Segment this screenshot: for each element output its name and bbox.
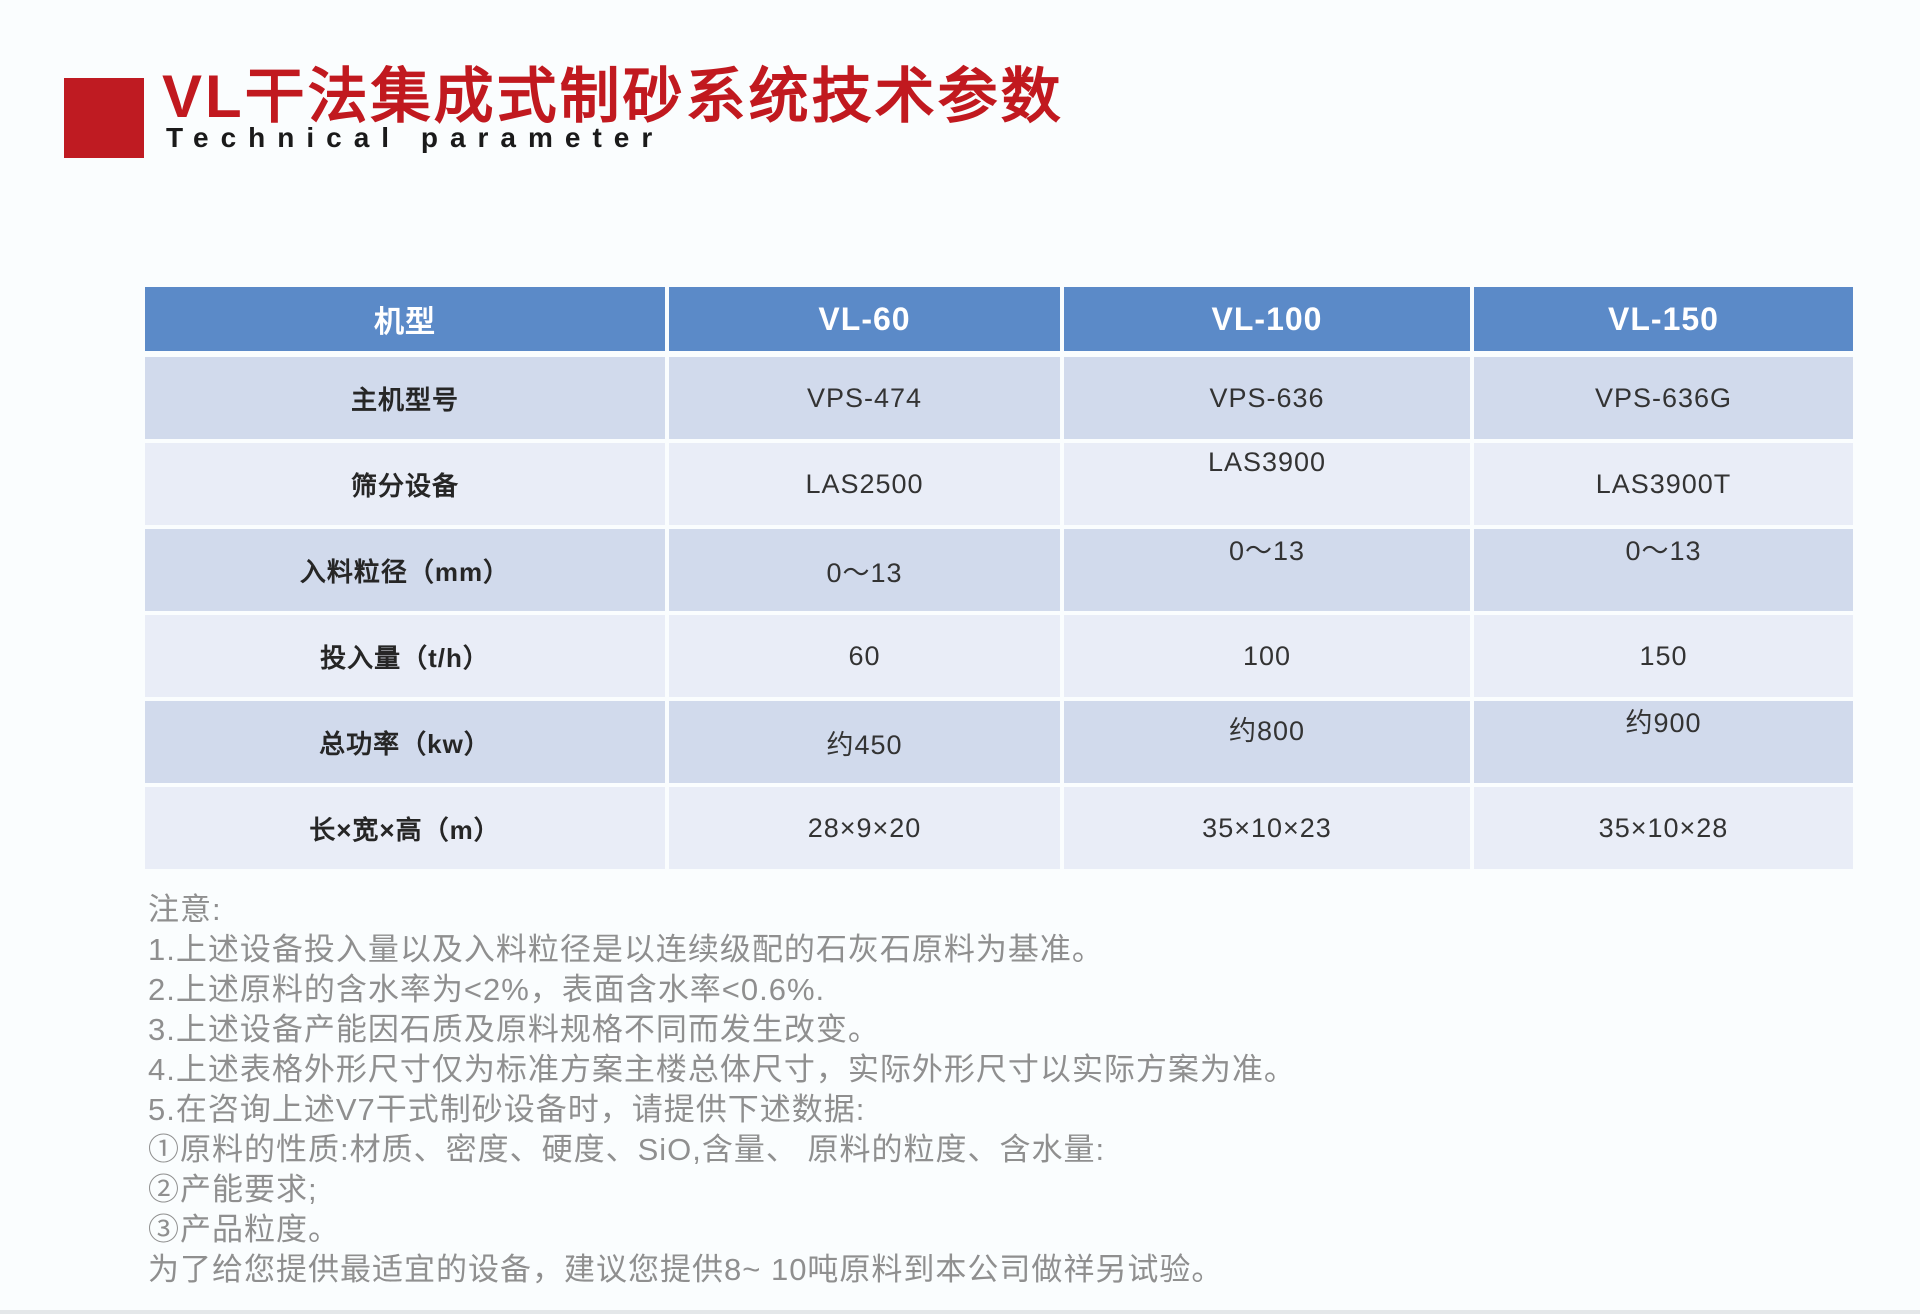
cell-text: 0～13 [1625, 535, 1702, 566]
parameters-table: 机型 VL-60 VL-100 VL-150 主机型号 VPS-474 VPS-… [145, 287, 1853, 869]
table-cell: VPS-636 [1064, 357, 1470, 439]
table-header-row: 机型 VL-60 VL-100 VL-150 [145, 287, 1853, 351]
page-title: VL干法集成式制砂系统技术参数 [162, 63, 1064, 130]
row-label: 入料粒径（mm） [145, 529, 665, 611]
note-line: 1.上述设备投入量以及入料粒径是以连续级配的石灰石原料为基准。 [148, 932, 1104, 967]
row-label-text: 投入量（t/h） [320, 642, 490, 673]
table-cell: LAS2500 [669, 443, 1060, 525]
cell-text: 约800 [1228, 715, 1306, 746]
table-cell: 150 [1474, 615, 1853, 697]
row-label: 总功率（kw） [145, 701, 665, 783]
table-cell: 0～13 [1474, 529, 1853, 611]
table-cell: 0～13 [669, 529, 1060, 611]
header-label: VL-100 [1211, 300, 1323, 337]
table-cell: 约450 [669, 701, 1060, 783]
row-label: 筛分设备 [145, 443, 665, 525]
table-row-input-capacity: 投入量（t/h） 60 100 150 [145, 615, 1853, 697]
table-cell: 35×10×23 [1064, 787, 1470, 869]
table-cell: 0～13 [1064, 529, 1470, 611]
table-cell: 100 [1064, 615, 1470, 697]
note-line: 为了给您提供最适宜的设备，建议您提供8~ 10吨原料到本公司做祥另试验。 [148, 1252, 1224, 1287]
row-label: 长×宽×高（m） [145, 787, 665, 869]
cell-text: VPS-474 [806, 382, 923, 413]
note-line: ②产能要求; [148, 1172, 318, 1207]
row-label-text: 长×宽×高（m） [309, 814, 501, 845]
note-line: 4.上述表格外形尺寸仅为标准方案主楼总体尺寸，实际外形尺寸以实际方案为准。 [148, 1052, 1296, 1087]
cell-text: 150 [1639, 640, 1688, 671]
cell-text: VPS-636 [1209, 382, 1325, 413]
row-label-text: 入料粒径（mm） [299, 556, 511, 587]
cell-text: 60 [848, 640, 881, 671]
cell-text: LAS2500 [805, 468, 924, 499]
note-line: 3.上述设备产能因石质及原料规格不同而发生改变。 [148, 1012, 880, 1047]
table-header-vl60: VL-60 [669, 287, 1060, 351]
title-accent-square [64, 78, 144, 158]
note-line: ③产品粒度。 [148, 1212, 340, 1247]
table-cell: 约800 [1064, 701, 1470, 783]
table-row-host-model: 主机型号 VPS-474 VPS-636 VPS-636G [145, 357, 1853, 439]
note-line: 5.在咨询上述V7干式制砂设备时，请提供下述数据: [148, 1092, 866, 1127]
table-header-vl100: VL-100 [1064, 287, 1470, 351]
cell-text: 100 [1242, 640, 1292, 671]
table-row-feed-size: 入料粒径（mm） 0～13 0～13 0～13 [145, 529, 1853, 611]
table-cell: 28×9×20 [669, 787, 1060, 869]
cell-text: 0～13 [826, 557, 903, 588]
cell-text: 约450 [826, 729, 903, 760]
cell-text: 28×9×20 [807, 812, 922, 843]
note-line: ①原料的性质:材质、密度、硬度、SiO,含量、 原料的粒度、含水量: [148, 1132, 1106, 1167]
table-header-vl150: VL-150 [1474, 287, 1853, 351]
page-subtitle: Technical parameter [166, 122, 665, 153]
row-label: 主机型号 [145, 357, 665, 439]
table-row-screening-equipment: 筛分设备 LAS2500 LAS3900 LAS3900T [145, 443, 1853, 525]
header-label: 机型 [374, 306, 436, 339]
table-cell: VPS-636G [1474, 357, 1853, 439]
cell-text: VPS-636G [1594, 382, 1733, 413]
cell-text: 35×10×28 [1598, 812, 1729, 843]
row-label-text: 筛分设备 [350, 470, 459, 501]
bottom-divider [0, 1310, 1920, 1314]
cell-text: 35×10×23 [1202, 812, 1332, 843]
note-line: 2.上述原料的含水率为<2%，表面含水率<0.6%. [148, 972, 826, 1007]
cell-text: 0～13 [1228, 535, 1306, 566]
header-label: VL-150 [1608, 300, 1719, 337]
table-cell: LAS3900 [1064, 443, 1470, 525]
row-label-text: 总功率（kw） [319, 728, 491, 759]
table-row-total-power: 总功率（kw） 约450 约800 约900 [145, 701, 1853, 783]
note-heading: 注意: [148, 892, 222, 927]
table-cell: 60 [669, 615, 1060, 697]
table-cell: VPS-474 [669, 357, 1060, 439]
table-cell: 约900 [1474, 701, 1853, 783]
notes-section: 注意: 1.上述设备投入量以及入料粒径是以连续级配的石灰石原料为基准。 2.上述… [148, 890, 1798, 1290]
row-label: 投入量（t/h） [145, 615, 665, 697]
row-label-text: 主机型号 [350, 384, 459, 415]
table-header-model: 机型 [145, 287, 665, 351]
cell-text: LAS3900T [1595, 468, 1732, 499]
cell-text: LAS3900 [1207, 446, 1327, 477]
cell-text: 约900 [1625, 707, 1702, 738]
table-cell: 35×10×28 [1474, 787, 1853, 869]
header-label: VL-60 [818, 300, 911, 337]
table-cell: LAS3900T [1474, 443, 1853, 525]
table-row-dimensions: 长×宽×高（m） 28×9×20 35×10×23 35×10×28 [145, 787, 1853, 869]
